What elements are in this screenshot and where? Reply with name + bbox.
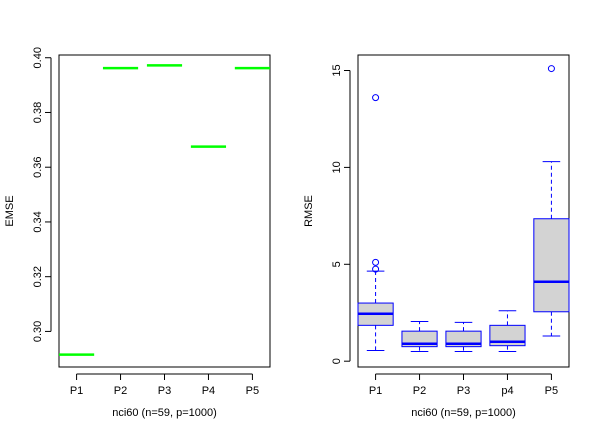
box — [533, 218, 570, 313]
rmse-x-axis: P1 P2 P3 p4 P5 — [369, 373, 558, 397]
y-tick-label: 0.40 — [32, 47, 44, 68]
y-tick-label: 0.36 — [32, 156, 44, 177]
emse-plot-frame — [58, 54, 271, 368]
x-tick-label: P5 — [545, 385, 558, 397]
x-tick-label: p4 — [501, 385, 513, 397]
rmse-panel: 0 5 10 15 P1 P2 P3 p4 P5 nci60 (n=59, p=1000) R… — [303, 54, 570, 419]
outlier-point — [372, 265, 380, 273]
y-tick-label: 0.32 — [32, 266, 44, 287]
y-tick-label: 0.34 — [32, 211, 44, 232]
y-tick-label: 10 — [331, 161, 343, 173]
rmse-plot-frame — [357, 54, 570, 368]
rmse-x-axis-label: nci60 (n=59, p=1000) — [411, 407, 516, 419]
y-tick-label: 5 — [331, 261, 343, 267]
x-tick-label: P5 — [246, 385, 259, 397]
x-tick-label: P1 — [369, 385, 382, 397]
y-tick-label: 0 — [331, 358, 343, 364]
rmse-marks — [357, 65, 570, 352]
x-tick-label: P1 — [70, 385, 83, 397]
y-tick-label: 0.38 — [32, 102, 44, 123]
emse-y-axis: 0.30 0.32 0.34 0.36 0.38 0.40 — [32, 47, 52, 342]
emse-x-axis-label: nci60 (n=59, p=1000) — [112, 407, 217, 419]
outlier-point — [372, 258, 380, 266]
x-tick-label: P3 — [158, 385, 171, 397]
outlier-point — [547, 65, 555, 73]
y-tick-label: 0.30 — [32, 321, 44, 342]
y-tick-label: 15 — [331, 64, 343, 76]
rmse-y-axis-label: RMSE — [303, 195, 315, 227]
emse-panel: 0.30 0.32 0.34 0.36 0.38 0.40 P1 P2 P3 P4 P5 nci6… — [4, 47, 271, 419]
x-tick-label: P3 — [457, 385, 470, 397]
outlier-point — [372, 94, 380, 102]
x-tick-label: P2 — [413, 385, 426, 397]
x-tick-label: P2 — [114, 385, 127, 397]
x-tick-label: P4 — [202, 385, 215, 397]
emse-y-axis-label: EMSE — [4, 195, 16, 226]
emse-x-axis: P1 P2 P3 P4 P5 — [70, 373, 259, 397]
emse-marks — [59, 64, 270, 356]
rmse-y-axis: 0 5 10 15 — [331, 64, 351, 364]
